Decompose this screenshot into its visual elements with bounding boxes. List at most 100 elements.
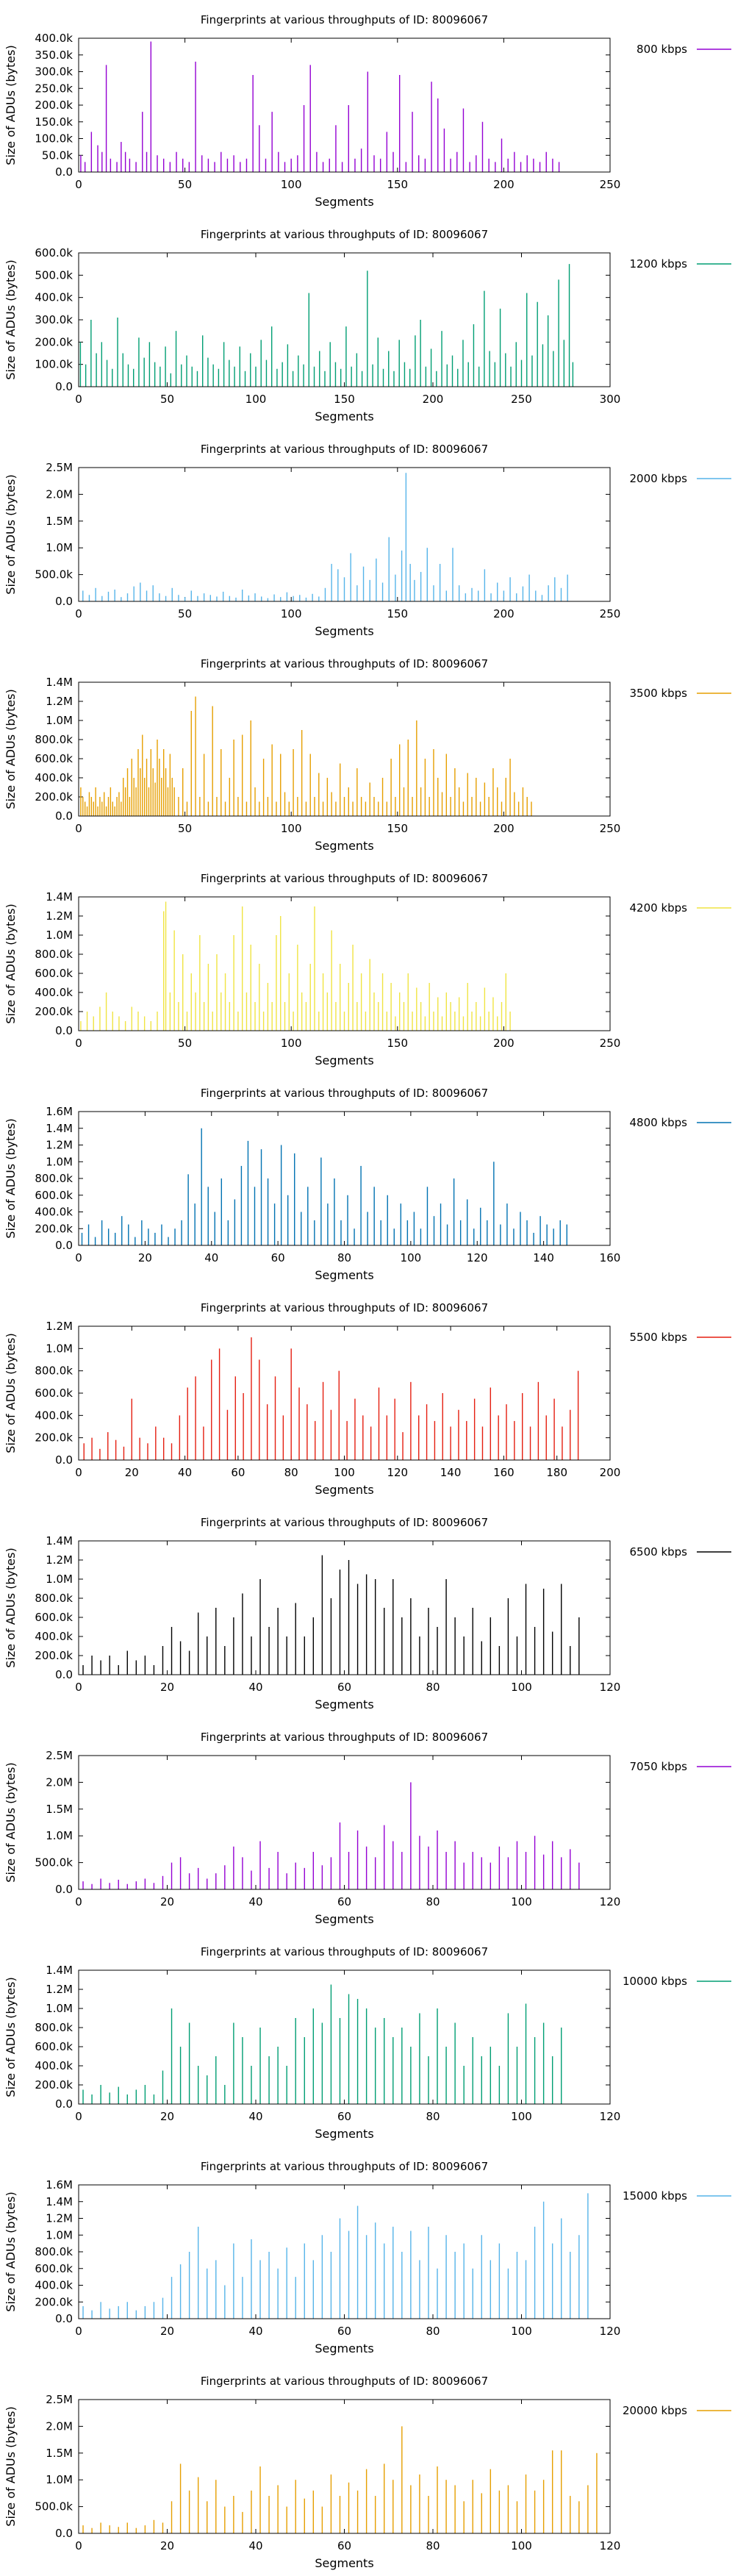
y-tick-label: 800.0k <box>35 2021 73 2034</box>
x-tick-label: 120 <box>600 2325 621 2338</box>
y-tick-label: 400.0k <box>35 771 73 784</box>
y-tick-label: 1.4M <box>46 676 73 689</box>
y-tick-label: 1.2M <box>46 909 73 923</box>
x-tick-label: 200 <box>493 178 514 191</box>
y-tick-label: 500.0k <box>35 2500 73 2514</box>
x-tick-label: 180 <box>546 1466 567 1479</box>
y-tick-label: 1.2M <box>46 1983 73 1996</box>
chart-svg: Fingerprints at various throughputs of I… <box>4 1301 731 1497</box>
x-tick-label: 20 <box>138 1251 152 1264</box>
y-tick-label: 600.0k <box>35 752 73 765</box>
x-axis-label: Segments <box>315 1483 373 1497</box>
y-tick-label: 1.2M <box>46 1553 73 1567</box>
y-tick-label: 2.5M <box>46 2393 73 2406</box>
chart-svg: Fingerprints at various throughputs of I… <box>4 1516 731 1711</box>
x-tick-label: 150 <box>387 822 408 835</box>
x-tick-label: 250 <box>511 393 532 406</box>
chart-title: Fingerprints at various throughputs of I… <box>201 657 488 670</box>
plot-frame <box>78 1111 611 1246</box>
x-axis-label: Segments <box>315 195 373 209</box>
x-tick-label: 140 <box>533 1251 554 1264</box>
chart-panel: Fingerprints at various throughputs of I… <box>0 1288 735 1503</box>
y-axis-label: Size of ADUs (bytes) <box>4 1762 18 1882</box>
x-tick-label: 200 <box>423 393 444 406</box>
plot-frame <box>78 1969 611 2105</box>
y-tick-label: 1.0M <box>46 1342 73 1355</box>
chart-panel: Fingerprints at various throughputs of I… <box>0 2361 735 2576</box>
x-tick-label: 120 <box>467 1251 488 1264</box>
x-axis-label: Segments <box>315 2341 373 2355</box>
x-tick-label: 80 <box>284 1466 298 1479</box>
x-tick-label: 40 <box>248 2325 262 2338</box>
chart-svg: Fingerprints at various throughputs of I… <box>4 2160 731 2355</box>
x-tick-label: 0 <box>75 1037 82 1050</box>
y-tick-label: 1.6M <box>46 2178 73 2192</box>
plot-frame <box>78 2184 611 2319</box>
x-tick-label: 60 <box>337 1681 351 1694</box>
y-tick-label: 100.0k <box>35 132 73 146</box>
chart-title: Fingerprints at various throughputs of I… <box>201 872 488 885</box>
y-tick-label: 600.0k <box>35 1189 73 1202</box>
chart-title: Fingerprints at various throughputs of I… <box>201 2160 488 2173</box>
x-tick-label: 20 <box>160 1895 174 1908</box>
y-tick-label: 1.0M <box>46 2473 73 2486</box>
y-tick-label: 0.0 <box>55 1024 73 1037</box>
chart-panel: Fingerprints at various throughputs of I… <box>0 1717 735 1932</box>
x-tick-label: 100 <box>511 2325 532 2338</box>
chart-title: Fingerprints at various throughputs of I… <box>201 443 488 456</box>
x-axis-label: Segments <box>315 1053 373 1067</box>
x-tick-label: 0 <box>75 2110 82 2123</box>
legend-label: 4800 kbps <box>630 1116 688 1129</box>
y-tick-label: 400.0k <box>35 1206 73 1219</box>
y-tick-label: 1.2M <box>46 1320 73 1333</box>
x-tick-label: 160 <box>493 1466 514 1479</box>
y-tick-label: 0.0 <box>55 2527 73 2540</box>
x-axis-label: Segments <box>315 1268 373 1282</box>
x-tick-label: 0 <box>75 1681 82 1694</box>
y-axis-label: Size of ADUs (bytes) <box>4 45 18 165</box>
x-tick-label: 60 <box>337 2325 351 2338</box>
y-tick-label: 500.0k <box>35 568 73 582</box>
x-tick-label: 60 <box>337 2539 351 2552</box>
y-tick-label: 50.0k <box>42 149 73 162</box>
x-tick-label: 100 <box>334 1466 355 1479</box>
y-axis-label: Size of ADUs (bytes) <box>4 1333 18 1453</box>
y-tick-label: 1.2M <box>46 2212 73 2225</box>
y-tick-label: 0.0 <box>55 1453 73 1467</box>
x-tick-label: 100 <box>511 2110 532 2123</box>
y-tick-label: 350.0k <box>35 49 73 62</box>
chart-panel: Fingerprints at various throughputs of I… <box>0 859 735 1073</box>
legend-label: 1200 kbps <box>630 257 688 271</box>
y-tick-label: 2.5M <box>46 461 73 474</box>
chart-title: Fingerprints at various throughputs of I… <box>201 1087 488 1100</box>
x-tick-label: 80 <box>426 2110 440 2123</box>
legend-label: 800 kbps <box>637 43 687 56</box>
x-tick-label: 100 <box>511 1895 532 1908</box>
y-tick-label: 600.0k <box>35 1387 73 1400</box>
x-tick-label: 250 <box>600 178 621 191</box>
legend-label: 10000 kbps <box>623 1975 687 1988</box>
y-tick-label: 0.0 <box>55 1883 73 1896</box>
y-tick-label: 200.0k <box>35 335 73 348</box>
plot-frame <box>78 1540 611 1675</box>
y-axis-label: Size of ADUs (bytes) <box>4 474 18 594</box>
x-tick-label: 20 <box>160 2539 174 2552</box>
x-tick-label: 20 <box>160 2110 174 2123</box>
chart-title: Fingerprints at various throughputs of I… <box>201 13 488 26</box>
x-tick-label: 150 <box>334 393 355 406</box>
x-tick-label: 100 <box>245 393 267 406</box>
x-tick-label: 80 <box>426 1681 440 1694</box>
y-tick-label: 200.0k <box>35 790 73 804</box>
y-tick-label: 800.0k <box>35 733 73 746</box>
y-tick-label: 0.0 <box>55 809 73 823</box>
x-tick-label: 0 <box>75 607 82 620</box>
y-tick-label: 400.0k <box>35 2279 73 2292</box>
x-tick-label: 60 <box>337 2110 351 2123</box>
x-tick-label: 120 <box>600 2539 621 2552</box>
y-axis-label: Size of ADUs (bytes) <box>4 904 18 1023</box>
y-tick-label: 400.0k <box>35 1630 73 1643</box>
y-tick-label: 200.0k <box>35 99 73 112</box>
chart-panel: Fingerprints at various throughputs of I… <box>0 429 735 644</box>
chart-title: Fingerprints at various throughputs of I… <box>201 1516 488 1529</box>
x-tick-label: 40 <box>178 1466 192 1479</box>
